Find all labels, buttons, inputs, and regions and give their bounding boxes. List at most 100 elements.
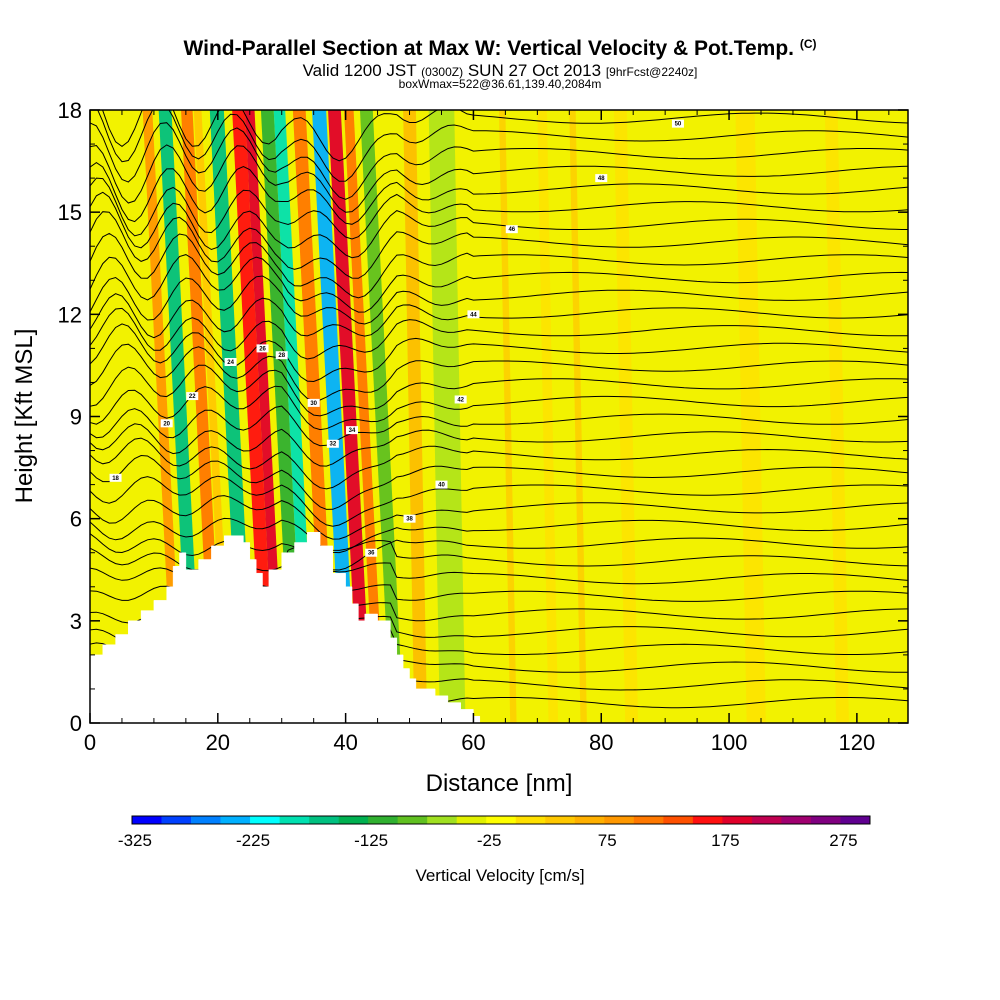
isotherm-10 bbox=[90, 517, 908, 554]
contour-label-bg bbox=[467, 310, 480, 319]
colorbar-swatch-15 bbox=[574, 816, 605, 824]
contour-label-1: 20 bbox=[160, 419, 173, 428]
contour-label-text: 42 bbox=[457, 397, 464, 403]
isotherm-13 bbox=[90, 454, 908, 510]
contour-label-bg bbox=[224, 358, 237, 367]
isotherm-32 bbox=[97, 110, 908, 182]
contour-label-text: 24 bbox=[227, 360, 234, 366]
isotherm-16 bbox=[90, 405, 908, 447]
velocity-band-19 bbox=[614, 110, 639, 723]
isotherm-11 bbox=[90, 495, 908, 540]
velocity-band-21 bbox=[824, 110, 849, 723]
contour-label-7: 32 bbox=[326, 439, 339, 448]
colorbar-swatch-7 bbox=[338, 816, 369, 824]
contour-label-bg bbox=[326, 439, 339, 448]
contour-label-text: 20 bbox=[163, 421, 170, 427]
contour-label-text: 46 bbox=[508, 227, 515, 233]
colorbar-frame bbox=[131, 815, 871, 825]
colorbar-swatch-20 bbox=[722, 816, 753, 824]
contour-label-5: 28 bbox=[275, 351, 288, 360]
potential-temperature-contours bbox=[90, 110, 908, 709]
contour-label-14: 46 bbox=[505, 225, 518, 234]
contour-label-bg bbox=[160, 419, 173, 428]
isotherm-18 bbox=[90, 364, 908, 417]
colorbar-swatch-5 bbox=[279, 816, 310, 824]
isotherm-25 bbox=[90, 232, 908, 299]
isotherm-14 bbox=[90, 437, 908, 490]
isotherm-24 bbox=[90, 254, 908, 313]
contour-label-text: 30 bbox=[310, 401, 317, 407]
isotherm-21 bbox=[90, 307, 908, 360]
contour-label-12: 42 bbox=[454, 395, 467, 404]
contour-label-6: 30 bbox=[307, 398, 320, 407]
contour-label-text: 44 bbox=[470, 312, 477, 318]
contour-label-text: 22 bbox=[189, 394, 196, 400]
contour-label-bg bbox=[307, 398, 320, 407]
contour-label-3: 24 bbox=[224, 358, 237, 367]
y-tick-label: 12 bbox=[58, 302, 82, 327]
colorbar-swatch-23 bbox=[810, 816, 841, 824]
contour-label-text: 48 bbox=[598, 176, 605, 182]
terrain-shape bbox=[90, 532, 481, 723]
colorbar-swatch-1 bbox=[161, 816, 192, 824]
contour-label-text: 40 bbox=[438, 483, 445, 489]
isotherm-26 bbox=[90, 211, 908, 279]
colorbar-swatch-16 bbox=[604, 816, 635, 824]
contour-label-0: 18 bbox=[109, 473, 122, 482]
contour-label-text: 26 bbox=[259, 346, 266, 352]
colorbar-swatch-6 bbox=[309, 816, 339, 824]
contour-label-2: 22 bbox=[186, 392, 199, 401]
colorbar-swatch-19 bbox=[692, 816, 723, 824]
contour-label-bg bbox=[365, 548, 378, 557]
velocity-band-16 bbox=[498, 110, 517, 723]
velocity-band-15 bbox=[428, 110, 466, 723]
y-tick-label: 6 bbox=[70, 507, 82, 532]
velocity-band-14 bbox=[403, 110, 428, 723]
velocity-band-20 bbox=[735, 110, 766, 723]
contour-label-11: 40 bbox=[435, 480, 448, 489]
y-tick-label: 0 bbox=[70, 711, 82, 736]
subtitle-utc: (0300Z) bbox=[421, 65, 464, 79]
x-axis-title: Distance [nm] bbox=[426, 770, 573, 797]
contour-label-bg bbox=[505, 225, 518, 234]
contour-label-10: 38 bbox=[403, 514, 416, 523]
colorbar-tick-label: 175 bbox=[711, 831, 739, 850]
chart-subtitle: Valid 1200 JST (0300Z) SUN 27 Oct 2013 [… bbox=[0, 61, 1000, 81]
colorbar-tick-label: -225 bbox=[236, 831, 270, 850]
colorbar-swatch-21 bbox=[751, 816, 782, 824]
contour-label-text: 18 bbox=[112, 476, 119, 482]
isotherm-12 bbox=[90, 475, 908, 527]
colorbar-tick-label: -325 bbox=[118, 831, 152, 850]
y-tick-label: 3 bbox=[70, 609, 82, 634]
colorbar-swatch-8 bbox=[368, 816, 398, 824]
velocity-band-10 bbox=[312, 110, 357, 723]
colorbar-title: Vertical Velocity [cm/s] bbox=[415, 866, 584, 885]
contour-label-text: 36 bbox=[368, 551, 375, 557]
isotherm-23 bbox=[90, 275, 908, 325]
contour-label-16: 50 bbox=[671, 119, 684, 128]
contour-label-bg bbox=[454, 395, 467, 404]
colorbar-swatch-0 bbox=[132, 816, 162, 824]
colorbar-swatch-22 bbox=[781, 816, 812, 824]
contour-label-text: 34 bbox=[349, 428, 356, 434]
terrain-mask bbox=[90, 532, 481, 723]
colorbar-swatch-9 bbox=[397, 816, 428, 824]
x-tick-label: 60 bbox=[461, 730, 485, 755]
contour-label-bg bbox=[435, 480, 448, 489]
isotherm-27 bbox=[90, 191, 908, 259]
colorbar-tick-label: 275 bbox=[829, 831, 857, 850]
contour-label-bg bbox=[671, 119, 684, 128]
colorbar-swatch-24 bbox=[840, 816, 871, 824]
contour-label-bg bbox=[109, 473, 122, 482]
contour-label-text: 38 bbox=[406, 517, 413, 523]
isotherm-15 bbox=[90, 423, 908, 467]
contour-label-15: 48 bbox=[595, 174, 608, 183]
y-tick-label: 15 bbox=[58, 200, 82, 225]
colorbar: -325 -225 -125 -25 75 175 275 bbox=[118, 815, 871, 850]
contour-label-bg bbox=[275, 351, 288, 360]
colorbar-swatch-10 bbox=[427, 816, 458, 824]
x-tick-label: 0 bbox=[84, 730, 96, 755]
x-tick-label: 120 bbox=[839, 730, 876, 755]
colorbar-swatch-12 bbox=[486, 816, 517, 824]
